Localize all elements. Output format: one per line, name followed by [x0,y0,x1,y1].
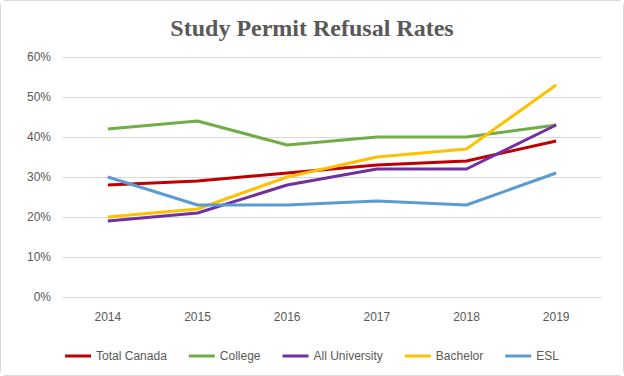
svg-text:20%: 20% [27,210,51,224]
svg-text:2017: 2017 [363,310,390,324]
svg-text:40%: 40% [27,130,51,144]
svg-text:Bachelor: Bachelor [436,349,483,363]
svg-text:2018: 2018 [453,310,480,324]
svg-text:College: College [220,349,261,363]
svg-text:0%: 0% [34,290,52,304]
svg-text:2014: 2014 [94,310,121,324]
svg-text:30%: 30% [27,170,51,184]
svg-text:Study Permit Refusal Rates: Study Permit Refusal Rates [170,15,453,41]
svg-text:60%: 60% [27,50,51,64]
svg-text:All University: All University [314,349,383,363]
svg-text:50%: 50% [27,90,51,104]
svg-text:2019: 2019 [543,310,570,324]
svg-text:Total Canada: Total Canada [96,349,167,363]
svg-text:ESL: ESL [536,349,559,363]
svg-text:2015: 2015 [184,310,211,324]
svg-text:2016: 2016 [274,310,301,324]
svg-text:10%: 10% [27,250,51,264]
